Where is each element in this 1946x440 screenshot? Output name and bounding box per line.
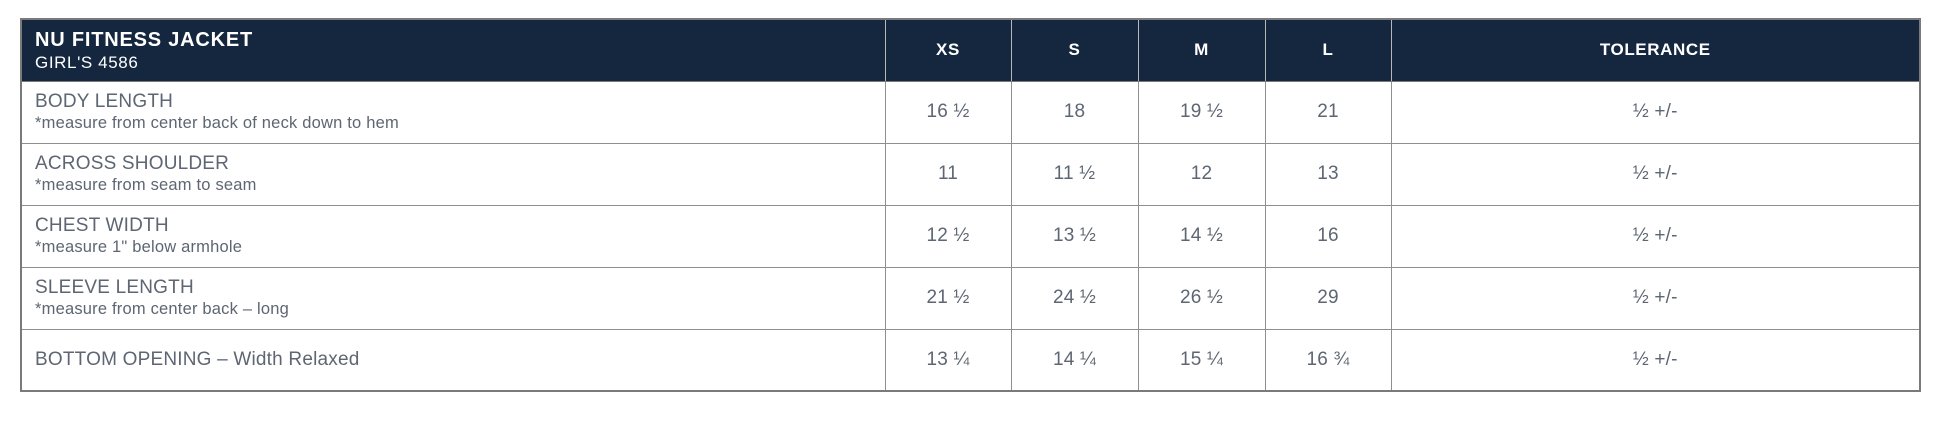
value-cell-m: 15 ¼ — [1137, 328, 1266, 392]
tolerance-cell: ½ +/- — [1390, 204, 1921, 268]
value-cell-m: 12 — [1137, 142, 1266, 206]
measurement-note: *measure from seam to seam — [35, 175, 257, 194]
value-cell-l: 29 — [1264, 266, 1392, 330]
table-row-body-length: BODY LENGTH *measure from center back of… — [20, 80, 1921, 144]
product-title: NU FITNESS JACKET — [35, 28, 254, 51]
value-cell-l: 13 — [1264, 142, 1392, 206]
table-row-across-shoulder: ACROSS SHOULDER *measure from seam to se… — [20, 142, 1921, 206]
value-cell-xs: 12 ½ — [884, 204, 1012, 268]
measurement-label: ACROSS SHOULDER — [35, 153, 230, 175]
tolerance-cell: ½ +/- — [1390, 142, 1921, 206]
value-cell-xs: 16 ½ — [884, 80, 1012, 144]
tolerance-cell: ½ +/- — [1390, 328, 1921, 392]
measurement-note: *measure from center back – long — [35, 299, 290, 318]
table-row-chest-width: CHEST WIDTH *measure 1" below armhole 12… — [20, 204, 1921, 268]
value-cell-s: 11 ½ — [1010, 142, 1139, 206]
measurement-note: *measure from center back of neck down t… — [35, 113, 399, 132]
value-cell-l: 16 ¾ — [1264, 328, 1392, 392]
value-cell-m: 19 ½ — [1137, 80, 1266, 144]
header-row: NU FITNESS JACKET GIRL'S 4586 XS S M L T… — [20, 18, 1921, 82]
value-cell-l: 21 — [1264, 80, 1392, 144]
table-row-bottom-opening: BOTTOM OPENING – Width Relaxed 13 ¼ 14 ¼… — [20, 328, 1921, 392]
measurement-label: BODY LENGTH — [35, 91, 174, 113]
value-cell-m: 26 ½ — [1137, 266, 1266, 330]
value-cell-s: 18 — [1010, 80, 1139, 144]
value-cell-xs: 21 ½ — [884, 266, 1012, 330]
measurement-label-cell: BODY LENGTH *measure from center back of… — [20, 80, 886, 144]
product-subtitle: GIRL'S 4586 — [35, 52, 139, 72]
measurement-note: *measure 1" below armhole — [35, 237, 243, 256]
product-header-cell: NU FITNESS JACKET GIRL'S 4586 — [20, 18, 886, 82]
value-cell-s: 24 ½ — [1010, 266, 1139, 330]
measurement-label-cell: CHEST WIDTH *measure 1" below armhole — [20, 204, 886, 268]
measurement-label-cell: BOTTOM OPENING – Width Relaxed — [20, 328, 886, 392]
measurement-label: SLEEVE LENGTH — [35, 277, 194, 299]
column-header-l: L — [1264, 18, 1392, 82]
tolerance-cell: ½ +/- — [1390, 266, 1921, 330]
value-cell-s: 14 ¼ — [1010, 328, 1139, 392]
measurement-label-cell: ACROSS SHOULDER *measure from seam to se… — [20, 142, 886, 206]
measurement-label: BOTTOM OPENING – Width Relaxed — [35, 348, 360, 370]
value-cell-xs: 13 ¼ — [884, 328, 1012, 392]
tolerance-cell: ½ +/- — [1390, 80, 1921, 144]
column-header-m: M — [1137, 18, 1266, 82]
column-header-s: S — [1010, 18, 1139, 82]
measurement-label: CHEST WIDTH — [35, 215, 169, 237]
table-row-sleeve-length: SLEEVE LENGTH *measure from center back … — [20, 266, 1921, 330]
size-spec-table: NU FITNESS JACKET GIRL'S 4586 XS S M L T… — [20, 18, 1921, 392]
value-cell-s: 13 ½ — [1010, 204, 1139, 268]
value-cell-xs: 11 — [884, 142, 1012, 206]
value-cell-l: 16 — [1264, 204, 1392, 268]
column-header-tolerance: TOLERANCE — [1390, 18, 1921, 82]
column-header-xs: XS — [884, 18, 1012, 82]
measurement-label-cell: SLEEVE LENGTH *measure from center back … — [20, 266, 886, 330]
value-cell-m: 14 ½ — [1137, 204, 1266, 268]
